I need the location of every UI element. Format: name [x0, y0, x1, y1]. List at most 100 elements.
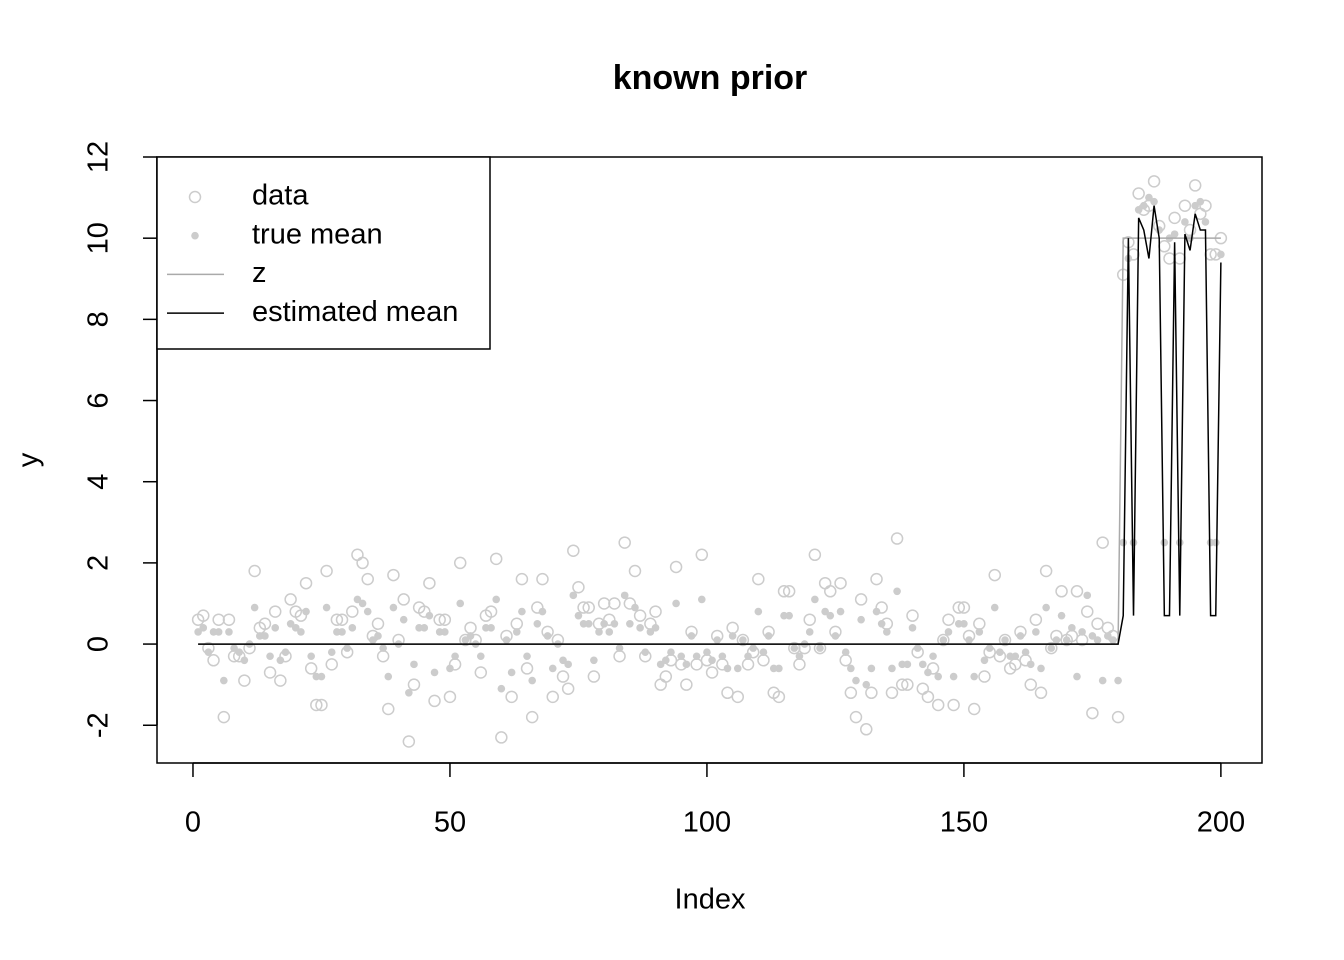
true-mean-point [862, 680, 871, 689]
true-mean-point [1196, 197, 1205, 206]
data-point [515, 572, 529, 586]
data-point [870, 572, 883, 586]
data-point [520, 662, 534, 675]
legend-box [156, 156, 491, 350]
data-point [998, 633, 1012, 647]
true-mean-point [379, 644, 387, 652]
data-point [294, 609, 308, 622]
data-point [690, 658, 703, 671]
data-point [315, 698, 328, 712]
true-mean-point [970, 672, 978, 681]
true-mean-point [1042, 603, 1050, 612]
data-point [464, 621, 477, 635]
true-mean-point [492, 595, 501, 604]
data-point [361, 572, 374, 586]
true-mean-point [728, 632, 737, 640]
true-mean-point [811, 595, 819, 604]
data-point [382, 702, 395, 716]
x-tick-label: 50 [434, 807, 466, 839]
true-mean-point [564, 660, 572, 669]
true-mean-point [759, 648, 768, 656]
data-point [325, 658, 338, 671]
true-mean-point [944, 628, 953, 636]
data-point [628, 564, 642, 578]
y-tick-label: 0 [83, 636, 115, 652]
data-point [901, 678, 914, 691]
data-point [510, 617, 524, 631]
true-mean-point [302, 607, 310, 616]
data-point [937, 633, 950, 647]
data-point [438, 613, 452, 626]
legend-label: data [252, 180, 309, 212]
data-point [418, 605, 431, 618]
true-mean-point [1104, 632, 1112, 640]
data-point [376, 649, 390, 663]
data-point [834, 576, 847, 590]
data-point [556, 670, 570, 683]
data-point [258, 617, 272, 631]
true-mean-point [1011, 652, 1020, 661]
true-mean-point [559, 656, 567, 665]
data-point [1163, 252, 1176, 265]
true-mean-point [662, 656, 670, 665]
data-point [1081, 605, 1094, 618]
data-point [978, 670, 991, 683]
data-point [274, 674, 287, 687]
true-mean-point [857, 615, 865, 624]
true-mean-point [518, 607, 526, 616]
data-point [577, 601, 590, 614]
true-mean-point [913, 644, 922, 652]
true-mean-point [939, 636, 948, 644]
true-mean-point [271, 624, 280, 632]
data-point [428, 694, 441, 708]
data-point [561, 682, 575, 695]
data-point [659, 670, 673, 683]
true-mean-point [816, 644, 824, 652]
true-mean-point [852, 676, 860, 685]
true-mean-point [584, 619, 593, 628]
data-point [217, 710, 231, 724]
true-mean-point [281, 648, 290, 656]
data-point [489, 552, 503, 566]
true-mean-point [204, 648, 213, 656]
legend-symbol [191, 231, 199, 240]
true-mean-point [250, 603, 259, 612]
data-point [597, 597, 611, 610]
true-mean-point [225, 628, 233, 636]
true-mean-point [1139, 201, 1148, 210]
true-mean-point [610, 619, 619, 628]
true-mean-point [574, 611, 583, 620]
x-axis-label: Index [675, 884, 746, 916]
data-point [731, 690, 745, 704]
true-mean-point [1001, 636, 1009, 644]
data-point [1147, 175, 1161, 188]
true-mean-point [363, 607, 372, 616]
true-mean-point [220, 676, 228, 685]
true-mean-point [836, 607, 845, 616]
data-point [803, 613, 816, 626]
data-point [1188, 179, 1202, 192]
data-point [1096, 536, 1109, 549]
true-mean-point [348, 624, 357, 632]
true-mean-point [523, 652, 531, 661]
true-mean-point [1021, 648, 1030, 656]
data-point [603, 613, 616, 626]
data-point [505, 690, 518, 704]
data-point [310, 698, 323, 712]
y-tick-label: 6 [83, 392, 115, 408]
data-point [1086, 706, 1099, 720]
data-point [248, 564, 261, 578]
true-mean-point [795, 652, 804, 661]
true-mean-point [872, 607, 881, 616]
data-point [263, 666, 277, 679]
true-mean-point [538, 607, 547, 616]
data-point [695, 548, 709, 562]
x-tick-label: 200 [1197, 807, 1245, 839]
data-point [782, 585, 796, 598]
true-mean-point [1032, 628, 1040, 636]
data-point [885, 686, 899, 700]
data-point [453, 556, 467, 570]
data-point [916, 682, 930, 695]
